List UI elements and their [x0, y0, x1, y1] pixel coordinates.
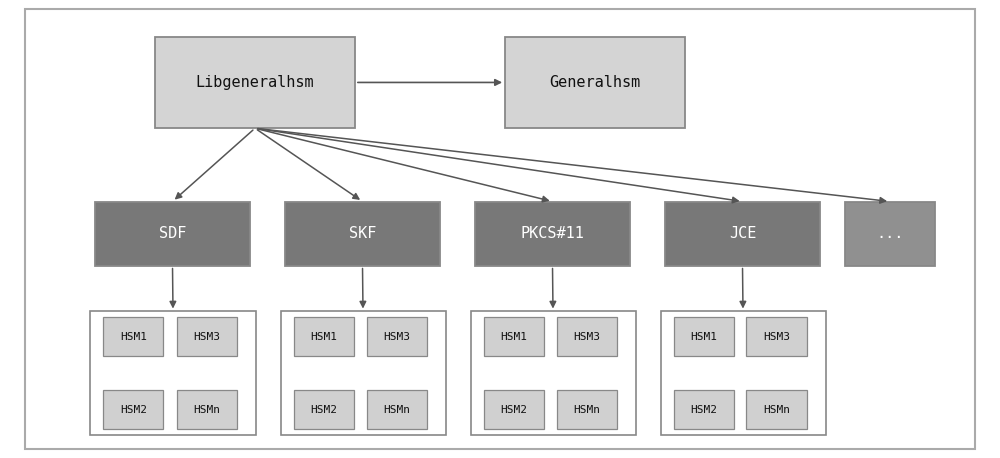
FancyBboxPatch shape [484, 390, 544, 429]
FancyBboxPatch shape [294, 390, 354, 429]
Text: HSM2: HSM2 [310, 405, 337, 414]
FancyBboxPatch shape [104, 390, 163, 429]
FancyBboxPatch shape [155, 37, 355, 128]
Text: SDF: SDF [159, 226, 186, 241]
Text: HSMn: HSMn [573, 405, 600, 414]
Text: HSM2: HSM2 [120, 405, 147, 414]
Text: HSM2: HSM2 [500, 405, 527, 414]
FancyBboxPatch shape [746, 317, 806, 356]
Text: HSM1: HSM1 [120, 332, 147, 342]
FancyBboxPatch shape [556, 317, 616, 356]
Text: HSM2: HSM2 [690, 405, 717, 414]
Text: HSM3: HSM3 [193, 332, 220, 342]
Text: HSM1: HSM1 [690, 332, 717, 342]
FancyBboxPatch shape [294, 317, 354, 356]
Text: HSMn: HSMn [383, 405, 410, 414]
FancyBboxPatch shape [674, 317, 734, 356]
FancyBboxPatch shape [90, 311, 256, 435]
FancyBboxPatch shape [845, 202, 935, 266]
FancyBboxPatch shape [665, 202, 820, 266]
Text: ...: ... [876, 226, 904, 241]
Text: HSM3: HSM3 [763, 332, 790, 342]
Text: HSM1: HSM1 [500, 332, 527, 342]
FancyBboxPatch shape [176, 317, 237, 356]
FancyBboxPatch shape [746, 390, 806, 429]
FancyBboxPatch shape [285, 202, 440, 266]
Text: SKF: SKF [349, 226, 376, 241]
Text: HSMn: HSMn [193, 405, 220, 414]
Text: Generalhsm: Generalhsm [549, 75, 641, 90]
FancyBboxPatch shape [674, 390, 734, 429]
FancyBboxPatch shape [25, 9, 975, 449]
FancyBboxPatch shape [556, 390, 616, 429]
FancyBboxPatch shape [95, 202, 250, 266]
Text: JCE: JCE [729, 226, 756, 241]
FancyBboxPatch shape [475, 202, 630, 266]
FancyBboxPatch shape [280, 311, 446, 435]
Text: HSM3: HSM3 [573, 332, 600, 342]
Text: HSM1: HSM1 [310, 332, 337, 342]
Text: HSMn: HSMn [763, 405, 790, 414]
FancyBboxPatch shape [660, 311, 826, 435]
FancyBboxPatch shape [484, 317, 544, 356]
FancyBboxPatch shape [366, 390, 426, 429]
FancyBboxPatch shape [176, 390, 237, 429]
FancyBboxPatch shape [366, 317, 426, 356]
Text: PKCS#11: PKCS#11 [521, 226, 584, 241]
FancyBboxPatch shape [104, 317, 163, 356]
FancyBboxPatch shape [471, 311, 636, 435]
Text: Libgeneralhsm: Libgeneralhsm [196, 75, 314, 90]
Text: HSM3: HSM3 [383, 332, 410, 342]
FancyBboxPatch shape [505, 37, 685, 128]
